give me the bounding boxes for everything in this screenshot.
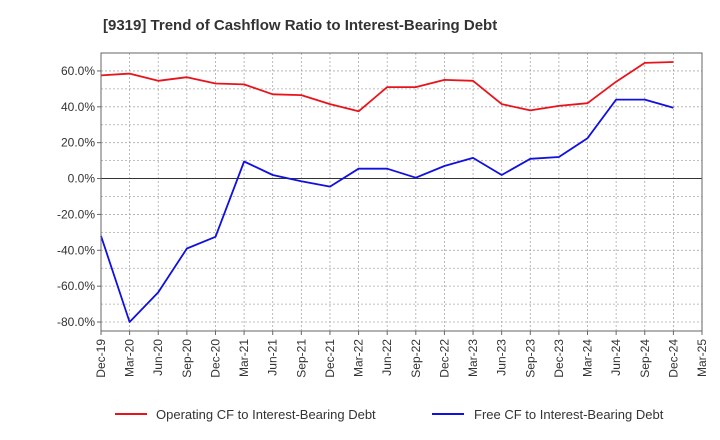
x-tick-label: Dec-24 [666,339,680,378]
y-tick-label: -40.0% [57,243,95,257]
x-tick-label: Jun-20 [151,339,165,376]
x-tick-label: Mar-22 [352,339,366,377]
x-tick-label: Dec-22 [437,339,451,378]
plot-frame [100,52,703,332]
x-tick-label: Mar-23 [466,339,480,377]
series-layer [100,61,674,323]
y-tick-label: 60.0% [61,64,95,78]
x-tick-label: Dec-19 [94,339,108,378]
y-tick-label: -80.0% [57,315,95,329]
x-tick-label: Jun-24 [609,339,623,376]
x-tick-label: Mar-20 [123,339,137,377]
legend-label-2: Free CF to Interest-Bearing Debt [474,407,664,422]
x-tick-label: Jun-22 [380,339,394,376]
y-tick-label: -60.0% [57,279,95,293]
x-tick-label: Dec-21 [323,339,337,378]
y-tick-label: 40.0% [61,100,95,114]
x-axis: Dec-19 Mar-20 Jun-20 Sep-20 Dec-20 Mar-21 Jun-… [94,331,709,378]
x-tick-label: Dec-23 [552,339,566,378]
y-axis: 60.0% 40.0% 20.0% 0.0% -20.0% -40.0% -60.0% -80… [57,64,101,329]
y-tick-label: -20.0% [57,207,95,221]
x-tick-label: Dec-20 [208,339,222,378]
x-tick-label: Mar-24 [581,339,595,377]
x-tick-label: Sep-23 [523,339,537,378]
x-tick-label: Mar-25 [695,339,709,377]
chart-title: [9319] Trend of Cashflow Ratio to Intere… [103,17,497,34]
legend: Operating CF to Interest-Bearing Debt Fre… [115,407,664,422]
y-tick-label: 0.0% [68,172,96,186]
x-tick-label: Mar-21 [237,339,251,377]
legend-label-1: Operating CF to Interest-Bearing Debt [156,407,376,422]
x-tick-label: Sep-24 [638,339,652,378]
series-line-1 [100,61,674,113]
grid [101,53,702,331]
x-tick-label: Sep-21 [294,339,308,378]
series-line-2 [100,98,674,323]
y-tick-label: 20.0% [61,136,95,150]
x-tick-label: Jun-21 [266,339,280,376]
x-tick-label: Sep-20 [180,339,194,378]
x-tick-label: Jun-23 [495,339,509,376]
x-tick-label: Sep-22 [409,339,423,378]
